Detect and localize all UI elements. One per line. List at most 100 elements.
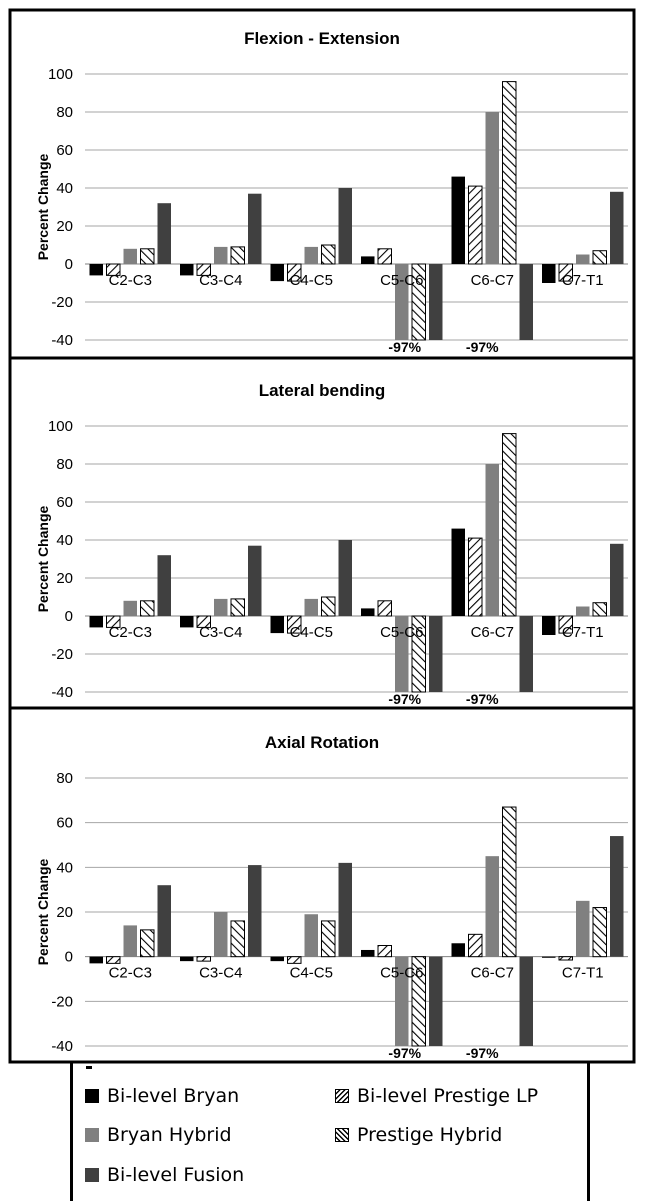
bar-bilevel-prestige-lp [558,615,573,634]
x-category-label: C3-C4 [199,624,242,641]
bar-bilevel-bryan [89,264,103,276]
y-tick-label: -20 [51,993,73,1010]
legend-item-bilevel-prestige-lp: Bi-level Prestige LP [335,1085,538,1107]
y-axis-label: Percent Change [35,153,51,260]
bar-bryan-hybrid [123,600,137,616]
bar-prestige-hybrid [321,244,336,265]
x-category-label: C4-C5 [290,965,333,982]
panel-frame [8,706,636,1064]
y-tick-label: 60 [56,142,73,159]
bar-bryan-hybrid [123,925,137,957]
y-tick-label: 40 [56,532,73,549]
y-tick-label: -40 [51,1038,73,1055]
chart-title: Axial Rotation [265,733,379,752]
bar-bilevel-bryan [180,264,194,276]
bar-bilevel-prestige-lp [106,615,121,628]
bar-prestige-hybrid [230,920,245,958]
bar-prestige-hybrid [411,956,426,1047]
bar-bilevel-fusion [610,191,624,264]
bar-bilevel-prestige-lp [558,263,573,282]
bar-bryan-hybrid [304,246,318,264]
x-category-label: C4-C5 [290,624,333,641]
bar-bilevel-bryan [451,528,465,616]
legend-item-bilevel-fusion: Bi-level Fusion [85,1164,244,1186]
x-category-label: C7-T1 [562,624,604,641]
data-annotation: -97% [388,1045,421,1061]
legend-dash-mark [86,1066,92,1069]
bar-bilevel-fusion [157,555,171,616]
data-annotation: -97% [466,1045,499,1061]
bar-prestige-hybrid [502,433,517,617]
x-category-label: C6-C7 [471,272,514,289]
legend: Bi-level Bryan Bi-level Prestige LP Brya… [70,1063,590,1201]
x-category-label: C7-T1 [562,272,604,289]
panel-frame [8,356,636,710]
bar-prestige-hybrid [140,929,155,958]
y-tick-label: 60 [56,815,73,832]
y-tick-label: 0 [65,608,73,625]
y-tick-label: 40 [56,859,73,876]
bar-bryan-hybrid [123,248,137,264]
bar-bilevel-fusion [429,616,443,692]
bar-bilevel-bryan [361,256,375,264]
legend-label: Bi-level Fusion [107,1164,245,1186]
data-annotation: -97% [388,339,421,355]
bar-bryan-hybrid [576,900,590,957]
bar-bilevel-prestige-lp [377,945,392,958]
bar-bryan-hybrid [485,856,499,957]
bar-bilevel-prestige-lp [558,956,573,961]
y-tick-label: 80 [56,104,73,121]
bar-prestige-hybrid [230,598,245,617]
y-tick-label: 40 [56,180,73,197]
bar-bryan-hybrid [485,464,499,616]
bar-prestige-hybrid [411,615,426,693]
bar-bilevel-fusion [248,193,262,264]
legend-item-bilevel-bryan: Bi-level Bryan [85,1085,239,1107]
y-tick-label: 80 [56,770,73,787]
bar-prestige-hybrid [502,806,517,958]
y-tick-label: 20 [56,904,73,921]
bar-bilevel-fusion [157,885,171,957]
x-category-label: C2-C3 [109,965,152,982]
legend-swatch-black [85,1089,99,1103]
bar-bryan-hybrid [576,606,590,616]
y-tick-label: 20 [56,218,73,235]
bar-bryan-hybrid [395,956,409,1046]
bar-bryan-hybrid [304,598,318,616]
legend-label: Prestige Hybrid [357,1124,503,1146]
bar-bilevel-bryan [361,608,375,616]
legend-swatch-hatch [335,1089,349,1103]
x-category-label: C2-C3 [109,272,152,289]
bar-bilevel-bryan [180,956,194,962]
bar-prestige-hybrid [411,263,426,341]
data-annotation: -97% [466,691,499,707]
bar-prestige-hybrid [592,250,607,265]
bar-bilevel-prestige-lp [106,956,121,964]
x-category-label: C3-C4 [199,965,242,982]
bar-bilevel-prestige-lp [287,263,302,282]
bar-bilevel-fusion [610,836,624,957]
y-tick-label: 100 [48,418,73,435]
x-category-label: C6-C7 [471,965,514,982]
bar-bilevel-prestige-lp [468,537,483,617]
bar-bryan-hybrid [395,264,409,340]
bar-bilevel-prestige-lp [287,956,302,964]
y-tick-label: 0 [65,256,73,273]
x-category-label: C6-C7 [471,624,514,641]
bar-prestige-hybrid [592,602,607,617]
bar-prestige-hybrid [502,81,517,265]
bar-bilevel-bryan [270,956,284,962]
legend-label: Bryan Hybrid [107,1124,232,1146]
bar-bryan-hybrid [214,246,228,264]
bar-bilevel-fusion [519,616,533,692]
x-category-label: C5-C6 [380,965,423,982]
bar-bilevel-prestige-lp [377,600,392,617]
bar-bilevel-fusion [519,956,533,1046]
bar-bilevel-bryan [542,956,556,958]
y-axis-label: Percent Change [35,858,51,965]
bar-bilevel-bryan [89,956,103,964]
y-tick-label: 80 [56,456,73,473]
bar-bilevel-bryan [270,616,284,634]
bar-bilevel-bryan [89,616,103,628]
